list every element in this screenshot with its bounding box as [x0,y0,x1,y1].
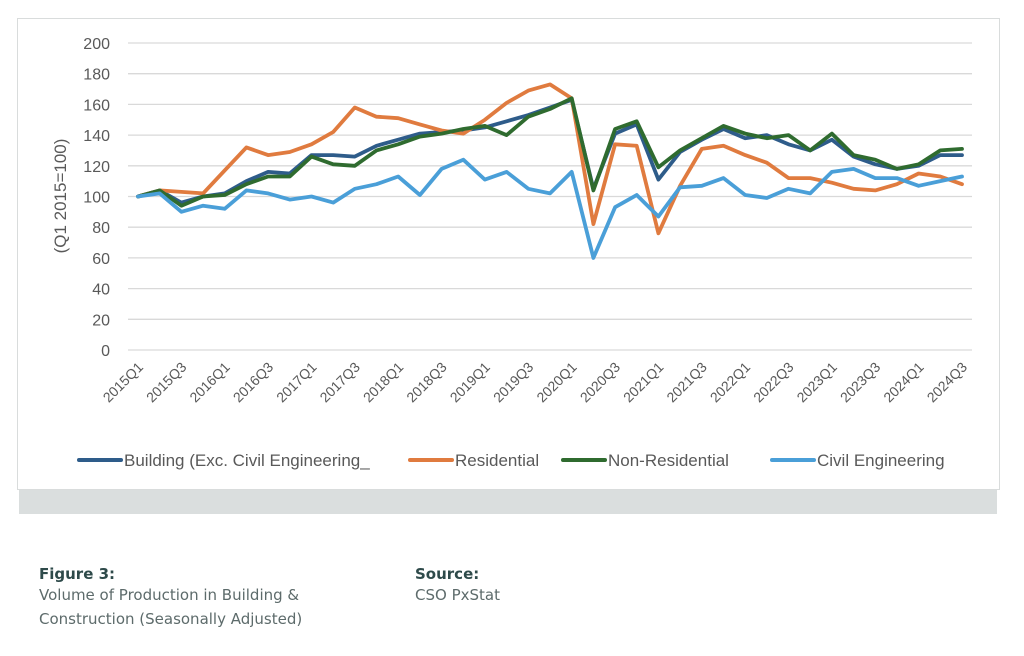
y-tick-label: 60 [92,251,110,268]
source-text: CSO PxStat [415,586,500,604]
legend-label: Residential [455,451,539,470]
y-tick-label: 200 [83,36,110,53]
x-tick-label: 2017Q1 [273,359,320,406]
x-tick-label: 2021Q3 [663,359,710,406]
x-tick-label: 2018Q1 [360,359,407,406]
x-tick-label: 2020Q3 [577,359,624,406]
x-tick-label: 2015Q3 [143,359,190,406]
y-tick-label: 160 [83,97,110,114]
x-tick-label: 2016Q3 [230,359,277,406]
y-tick-label: 100 [83,190,110,207]
y-tick-label: 180 [83,67,110,84]
gridlines [128,42,972,351]
y-tick-label: 80 [92,220,110,237]
figure-text-line1: Volume of Production in Building & [39,586,300,604]
x-tick-label: 2019Q3 [490,359,537,406]
y-tick-label: 20 [92,312,110,329]
series-line-non-residential [136,96,964,208]
figure-caption: Figure 3: Volume of Production in Buildi… [39,565,302,631]
x-tick-label: 2015Q1 [100,359,147,406]
x-tick-label: 2017Q3 [316,359,363,406]
x-tick-label: 2024Q3 [924,359,971,406]
x-tick-label: 2020Q1 [533,359,580,406]
y-tick-label: 120 [83,159,110,176]
x-tick-label: 2024Q1 [880,359,927,406]
legend: Building (Exc. Civil Engineering_ Residen… [77,451,945,470]
y-axis-label: (Q1 2015=100) [51,139,70,254]
series-lines [136,82,964,260]
y-axis-ticks: 0 20 40 60 80 100 120 140 160 180 200 [83,36,110,360]
legend-label: Building (Exc. Civil Engineering_ [124,451,370,470]
figure-label: Figure 3: [39,565,116,583]
source-label: Source: [415,565,480,583]
legend-label: Civil Engineering [817,451,945,470]
y-tick-label: 40 [92,282,110,299]
y-tick-label: 0 [101,343,110,360]
chart-footer-band [19,490,997,514]
x-tick-label: 2022Q3 [750,359,797,406]
chart-frame [17,18,1000,490]
x-tick-label: 2019Q1 [447,359,494,406]
y-tick-label: 140 [83,128,110,145]
x-tick-label: 2022Q1 [707,359,754,406]
legend-label: Non-Residential [608,451,729,470]
x-tick-label: 2023Q3 [837,359,884,406]
figure-text-line2: Construction (Seasonally Adjusted) [39,610,303,628]
x-axis-ticks: 2015Q12015Q32016Q12016Q32017Q12017Q32018… [100,359,971,406]
series-line-civil-engineering [136,157,964,260]
x-tick-label: 2016Q1 [186,359,233,406]
x-tick-label: 2023Q1 [793,359,840,406]
source-caption: Source: CSO PxStat [415,565,500,607]
x-tick-label: 2021Q1 [620,359,667,406]
x-tick-label: 2018Q3 [403,359,450,406]
